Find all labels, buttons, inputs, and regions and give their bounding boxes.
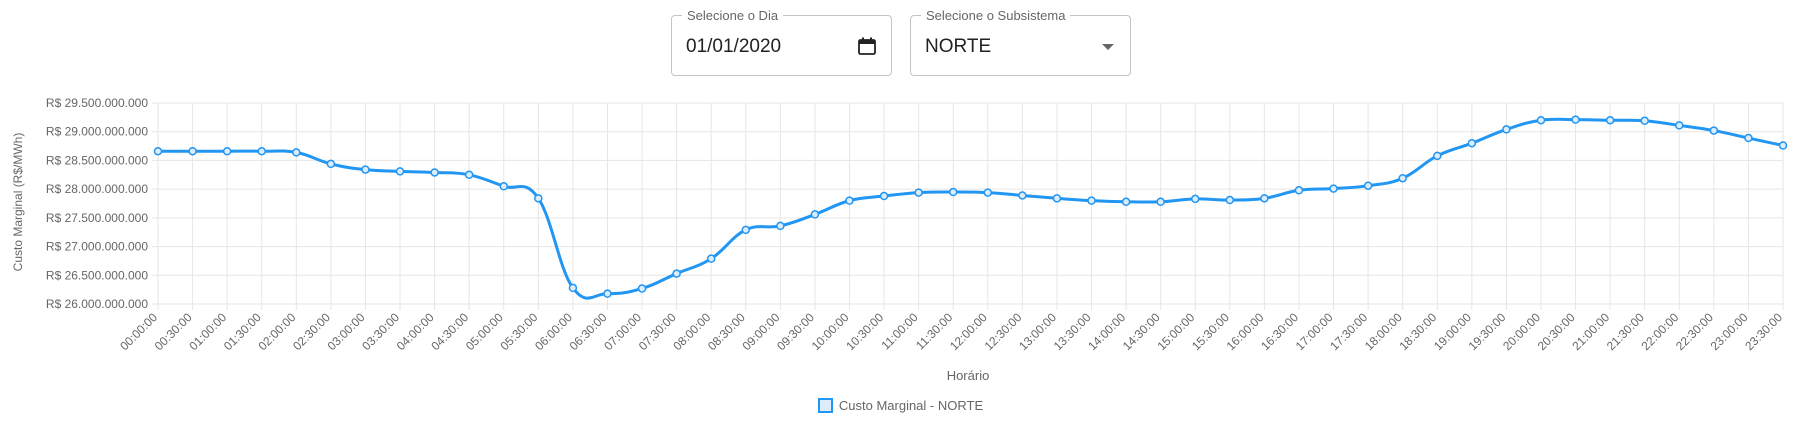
data-point[interactable] [983, 188, 993, 197]
data-point[interactable] [1467, 138, 1477, 148]
data-point[interactable] [1778, 141, 1788, 150]
legend-swatch[interactable] [817, 398, 833, 413]
data-point[interactable] [1294, 186, 1304, 195]
date-picker[interactable]: Selecione o Dia 01/01/2020 [671, 8, 892, 76]
data-point[interactable] [1156, 197, 1165, 207]
x-axis-label: Horário [947, 368, 990, 383]
data-point[interactable] [637, 284, 647, 293]
data-point[interactable] [499, 182, 508, 191]
x-tick-label: 11:00:00 [878, 310, 921, 353]
data-point[interactable] [914, 188, 923, 197]
chart-grid [152, 102, 1784, 310]
data-point[interactable] [222, 146, 232, 156]
series-line [158, 117, 1784, 300]
series-points [153, 115, 1788, 298]
data-point[interactable] [1190, 194, 1200, 204]
data-point[interactable] [1121, 197, 1131, 207]
data-point[interactable] [1536, 115, 1546, 125]
x-tick-label: 23:30:00 [1742, 310, 1785, 353]
data-point[interactable] [1363, 181, 1373, 190]
data-point[interactable] [1433, 151, 1442, 161]
data-point[interactable] [845, 196, 854, 205]
data-point[interactable] [1502, 125, 1511, 134]
data-point[interactable] [188, 146, 197, 156]
line-chart: R$ 26.000.000.000 R$ 26.500.000.000 R$ 27.… [11, 96, 1788, 383]
data-point[interactable] [1709, 126, 1719, 135]
data-point[interactable] [776, 221, 785, 231]
data-point[interactable] [568, 283, 578, 293]
y-tick-label: R$ 27.000.000.000 [46, 240, 148, 254]
data-point[interactable] [430, 168, 439, 177]
data-point[interactable] [464, 170, 474, 180]
data-point[interactable] [741, 225, 751, 235]
data-point[interactable] [395, 167, 405, 176]
data-point[interactable] [1640, 116, 1649, 126]
data-point[interactable] [326, 159, 336, 169]
caret-down-icon[interactable] [1100, 42, 1116, 52]
data-point[interactable] [1571, 115, 1580, 124]
data-point[interactable] [292, 148, 301, 157]
x-axis-ticks: 00:00:0000:30:0001:00:0001:30:0002:00:00… [117, 310, 1785, 353]
data-point[interactable] [1675, 121, 1684, 130]
legend-label[interactable]: Custo Marginal - NORTE [838, 398, 984, 413]
date-value[interactable]: 01/01/2020 [686, 36, 782, 57]
data-point[interactable] [361, 165, 370, 174]
y-tick-label: R$ 29.500.000.000 [46, 96, 148, 110]
data-point[interactable] [948, 187, 958, 197]
date-picker-label: Selecione o Dia [682, 8, 784, 23]
y-tick-label: R$ 27.500.000.000 [46, 211, 148, 225]
data-point[interactable] [706, 254, 716, 263]
data-point[interactable] [1087, 196, 1096, 205]
data-point[interactable] [810, 210, 820, 219]
chart-legend[interactable]: Custo Marginal - NORTE [0, 398, 1801, 414]
data-point[interactable] [672, 269, 681, 278]
subsystem-select-label: Selecione o Subsistema [921, 8, 1071, 23]
subsystem-value[interactable]: NORTE [925, 36, 992, 57]
y-axis-ticks: R$ 26.000.000.000 R$ 26.500.000.000 R$ 27.… [46, 96, 148, 311]
calendar-icon[interactable] [857, 36, 877, 56]
x-tick-label: 10:30:00 [843, 310, 886, 353]
data-point[interactable] [1744, 133, 1753, 143]
y-tick-label: R$ 26.500.000.000 [46, 268, 148, 282]
data-point[interactable] [1052, 194, 1062, 203]
y-axis-label: Custo Marginal (R$/MWh) [11, 133, 25, 272]
data-point[interactable] [1018, 191, 1027, 200]
subsystem-select[interactable]: Selecione o Subsistema NORTE [910, 8, 1131, 76]
y-tick-label: R$ 26.000.000.000 [46, 297, 148, 311]
data-point[interactable] [1329, 184, 1338, 193]
data-point[interactable] [153, 146, 163, 156]
data-point[interactable] [534, 194, 543, 203]
y-tick-label: R$ 29.000.000.000 [46, 125, 148, 139]
data-point[interactable] [1260, 194, 1269, 203]
data-point[interactable] [1605, 115, 1615, 125]
data-point[interactable] [603, 289, 612, 298]
data-point[interactable] [1398, 173, 1407, 183]
data-point[interactable] [1225, 195, 1235, 205]
data-point[interactable] [257, 146, 266, 156]
data-point[interactable] [879, 191, 889, 201]
y-tick-label: R$ 28.000.000.000 [46, 182, 148, 196]
y-tick-label: R$ 28.500.000.000 [46, 153, 148, 167]
